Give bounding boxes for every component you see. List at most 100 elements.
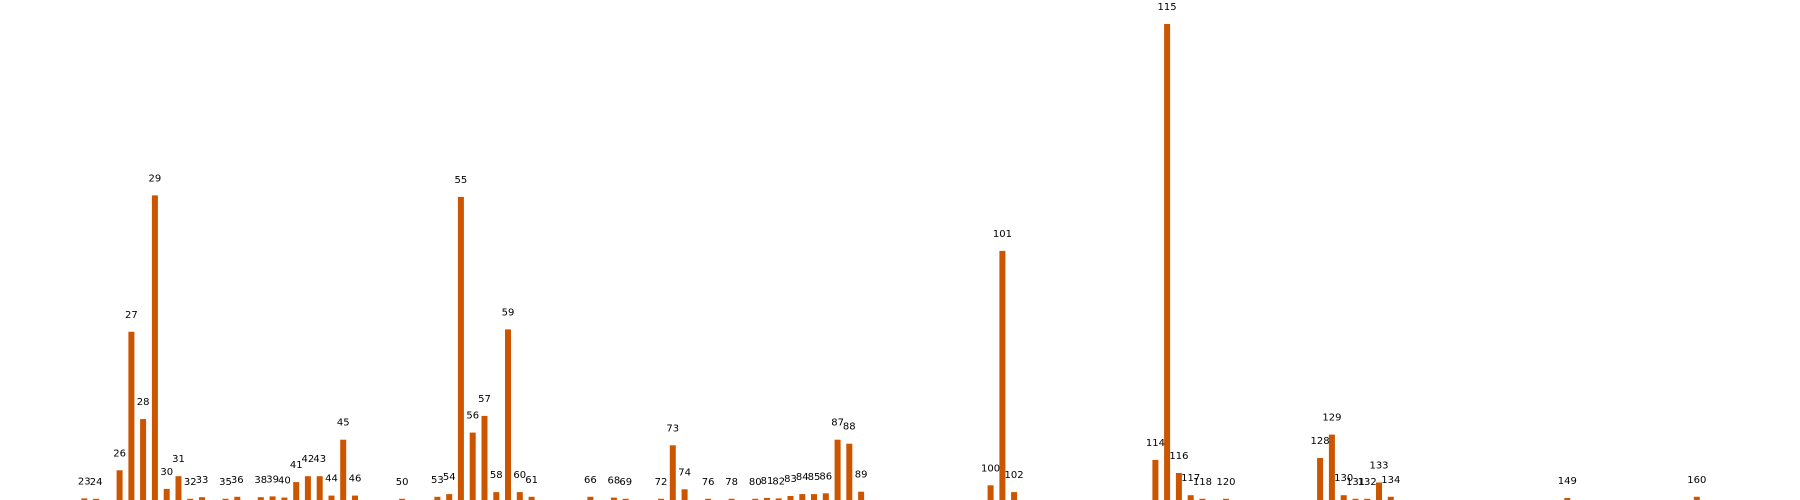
- bar-label-46: 46: [349, 474, 362, 485]
- bar-41: [293, 482, 300, 500]
- bar-label-29: 29: [149, 173, 162, 184]
- bar-label-57: 57: [478, 394, 491, 405]
- bar-label-69: 69: [619, 477, 632, 488]
- bar-label-81: 81: [761, 476, 774, 487]
- bar-26: [116, 470, 123, 500]
- bar-label-40: 40: [278, 476, 291, 487]
- bar-134: [1387, 496, 1394, 500]
- bar-89: [858, 491, 865, 500]
- bar-116: [1175, 473, 1182, 500]
- bar-label-89: 89: [855, 470, 868, 481]
- bar-label-66: 66: [584, 475, 597, 486]
- bar-label-44: 44: [325, 474, 338, 485]
- bar-label-38: 38: [254, 475, 267, 486]
- bar-66: [587, 496, 594, 500]
- bar-label-102: 102: [1005, 470, 1024, 481]
- bar-label-78: 78: [725, 477, 738, 488]
- bar-label-61: 61: [525, 475, 538, 486]
- bar-82: [775, 498, 782, 500]
- bar-69: [622, 498, 629, 500]
- bar-label-58: 58: [490, 470, 503, 481]
- bar-23: [81, 498, 88, 500]
- bar-68: [610, 497, 617, 500]
- bar-label-45: 45: [337, 418, 350, 429]
- bar-label-128: 128: [1311, 436, 1330, 447]
- bar-label-118: 118: [1193, 477, 1212, 488]
- bar-35: [222, 498, 229, 500]
- bar-87: [834, 439, 841, 500]
- bar-78: [728, 498, 735, 500]
- bar-label-72: 72: [655, 477, 668, 488]
- bar-101: [999, 250, 1006, 500]
- bar-label-76: 76: [702, 477, 715, 488]
- bar-45: [340, 439, 347, 500]
- bar-129: [1328, 434, 1335, 500]
- bar-29: [151, 195, 158, 500]
- bar-74: [681, 489, 688, 500]
- bar-58: [493, 492, 500, 500]
- bar-30: [163, 488, 170, 500]
- bar-81: [764, 498, 770, 500]
- bar-102: [1011, 492, 1018, 500]
- bars-group: [81, 24, 1700, 500]
- bar-76: [705, 498, 712, 500]
- bar-label-30: 30: [160, 467, 173, 478]
- bar-133: [1376, 482, 1382, 500]
- bar-label-26: 26: [113, 448, 126, 459]
- bar-label-134: 134: [1381, 475, 1400, 486]
- bar-label-115: 115: [1158, 2, 1177, 13]
- bar-label-35: 35: [219, 477, 232, 488]
- bar-label-33: 33: [196, 475, 209, 486]
- bar-31: [175, 476, 182, 500]
- bar-label-36: 36: [231, 475, 244, 486]
- bar-label-53: 53: [431, 475, 444, 486]
- bar-label-31: 31: [172, 454, 185, 465]
- bar-27: [128, 331, 135, 500]
- bar-42: [304, 476, 311, 500]
- bar-label-114: 114: [1146, 438, 1165, 449]
- bar-label-116: 116: [1169, 451, 1188, 462]
- bar-24: [93, 498, 100, 500]
- bar-100: [987, 485, 994, 500]
- bar-label-149: 149: [1558, 476, 1577, 487]
- bar-85: [811, 494, 817, 500]
- bar-label-24: 24: [90, 477, 103, 488]
- bar-label-55: 55: [455, 175, 468, 186]
- bar-38: [257, 497, 264, 500]
- bar-label-60: 60: [513, 470, 526, 481]
- bar-label-28: 28: [137, 397, 150, 408]
- bar-label-50: 50: [396, 477, 409, 488]
- bar-label-86: 86: [819, 471, 832, 482]
- bar-149: [1564, 498, 1571, 500]
- bar-label-83: 83: [784, 474, 797, 485]
- bar-88: [846, 443, 853, 500]
- bar-28: [140, 419, 147, 500]
- bar-56: [469, 432, 476, 500]
- bar-label-130: 130: [1334, 473, 1353, 484]
- bar-114: [1152, 459, 1159, 500]
- bar-label-32: 32: [184, 477, 197, 488]
- bar-117: [1187, 495, 1194, 500]
- bar-60: [516, 492, 523, 500]
- bar-32: [187, 498, 194, 500]
- bar-label-73: 73: [666, 423, 679, 434]
- bar-57: [481, 415, 488, 500]
- bar-label-43: 43: [313, 454, 326, 465]
- bar-55: [457, 196, 464, 500]
- bar-72: [658, 498, 664, 500]
- bar-label-42: 42: [302, 454, 315, 465]
- bar-83: [787, 496, 794, 500]
- bar-86: [822, 493, 829, 500]
- bar-label-133: 133: [1369, 461, 1388, 472]
- bar-label-41: 41: [290, 460, 303, 471]
- bar-61: [528, 496, 535, 500]
- bar-label-101: 101: [993, 229, 1012, 240]
- bar-label-132: 132: [1358, 477, 1377, 488]
- bar-43: [316, 476, 323, 500]
- bar-131: [1352, 498, 1359, 500]
- bar-73: [669, 445, 676, 500]
- bar-33: [199, 497, 205, 500]
- bar-label-100: 100: [981, 463, 1000, 474]
